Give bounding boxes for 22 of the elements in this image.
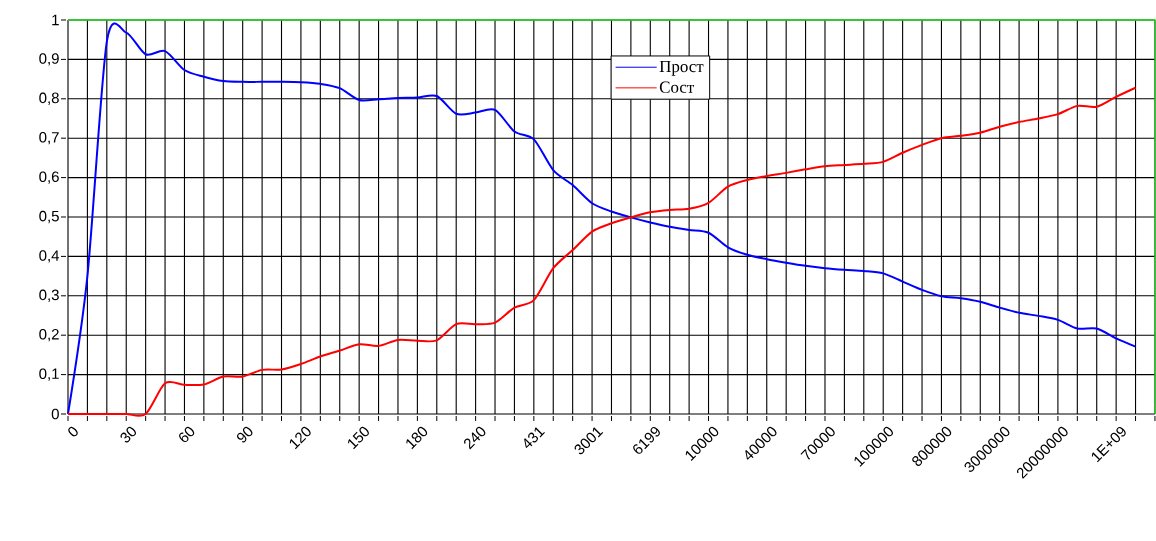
- x-tick-label: 150: [348, 426, 369, 450]
- legend-label: Прост: [659, 60, 704, 76]
- y-tick-label: 0: [51, 408, 59, 420]
- x-tick-label: 431: [524, 427, 545, 449]
- y-tick-label: 0,8: [39, 92, 59, 105]
- y-tick-label: 0,9: [39, 53, 59, 66]
- x-tick-label: 120: [289, 426, 311, 450]
- y-tick-label: 0,3: [39, 289, 59, 302]
- x-tick-label: 0: [68, 426, 78, 437]
- y-tick-label: 0,6: [39, 171, 59, 184]
- y-tick-label: 0,4: [39, 250, 60, 263]
- y-tick-label: 0,5: [39, 210, 59, 224]
- x-tick-label: 240: [464, 426, 486, 450]
- x-tick-label: 90: [236, 426, 253, 443]
- y-tick-label: 1: [52, 14, 59, 26]
- x-tick-label: 60: [179, 426, 195, 443]
- x-tick-label: 180: [406, 426, 428, 450]
- y-tick-label: 0,1: [39, 368, 59, 381]
- legend-label: Сост: [659, 81, 695, 93]
- y-tick-label: 0,2: [39, 329, 59, 342]
- x-tick-label: 30: [120, 426, 136, 443]
- y-tick-label: 0,7: [39, 132, 59, 145]
